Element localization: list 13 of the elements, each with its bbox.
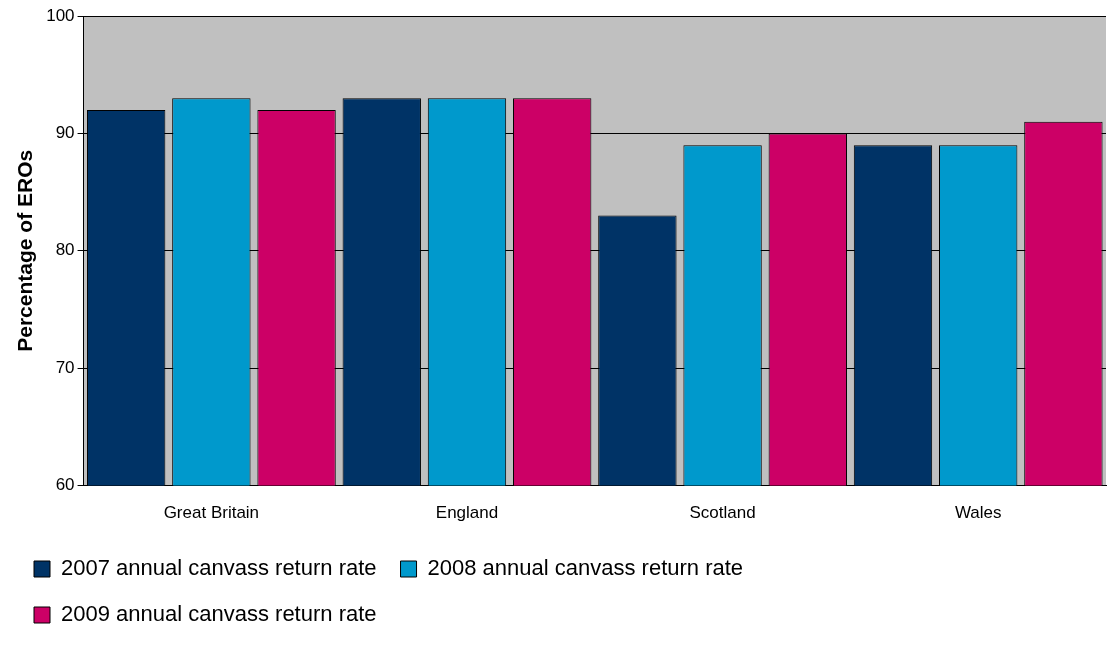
y-tick-label: 90 [55,123,75,143]
legend-label: 2009 annual canvass return rate [61,601,377,627]
y-tick-label: 60 [55,475,75,495]
y-tick-label: 70 [55,357,75,377]
x-tick-label: Wales [954,503,1002,523]
y-tick-label: 100 [46,5,75,25]
legend-label: 2008 annual canvass return rate [427,555,744,581]
legend-label: 2007 annual canvass return rate [61,555,377,581]
y-tick-label: 80 [55,240,75,260]
x-tick-label: Scotland [689,503,756,523]
x-tick-label: England [435,503,499,523]
y-axis-title: Percentage of EROs [13,149,37,352]
x-tick-label: Great Britain [163,503,260,523]
